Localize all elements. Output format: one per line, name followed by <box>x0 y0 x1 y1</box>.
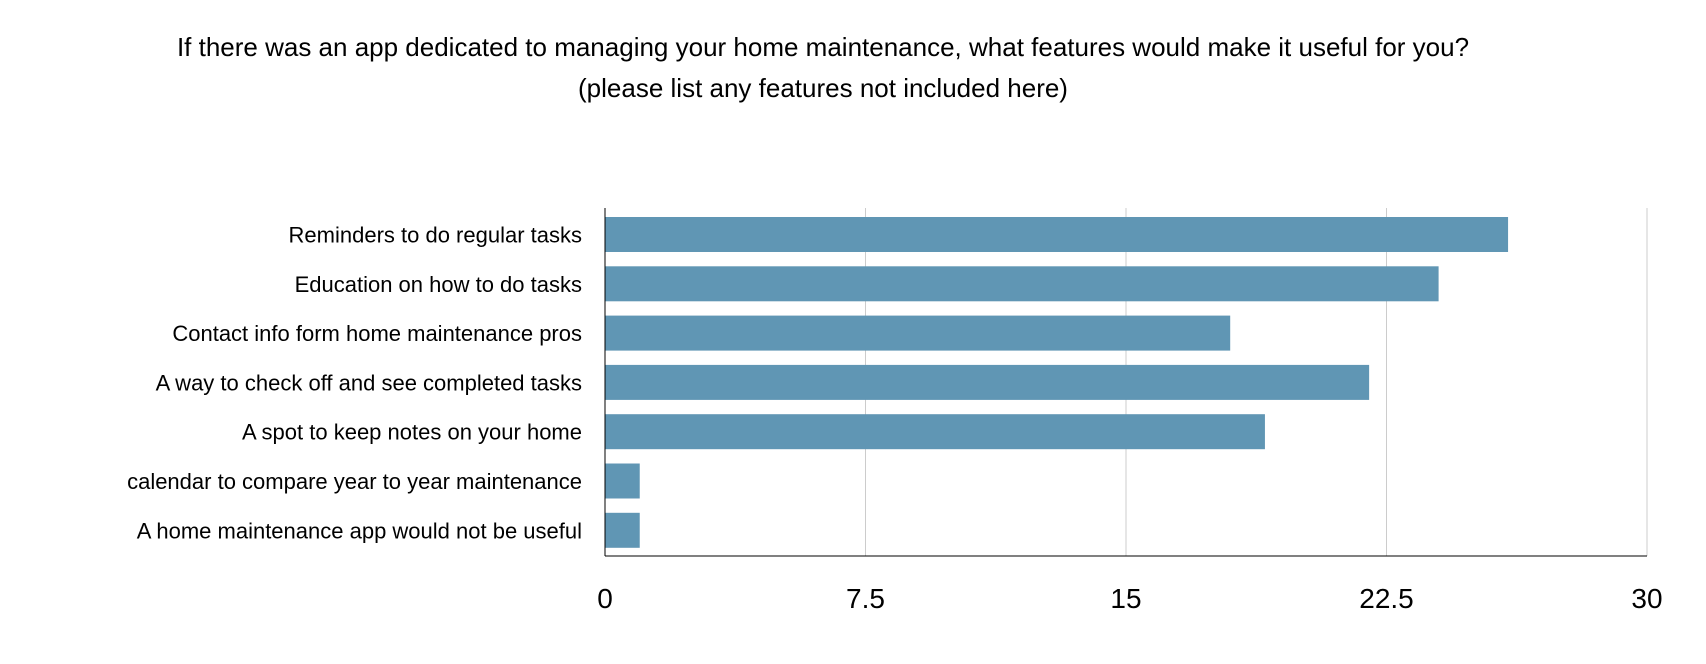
bar-7 <box>605 512 640 548</box>
bar-3 <box>605 315 1231 351</box>
bar-4 <box>605 364 1370 400</box>
category-label-6: calendar to compare year to year mainten… <box>127 469 582 494</box>
category-label-5: A spot to keep notes on your home <box>242 420 582 445</box>
chart-subtitle: (please list any features not included h… <box>578 73 1068 103</box>
bars <box>605 217 1509 548</box>
category-label-2: Education on how to do tasks <box>295 272 582 297</box>
bar-6 <box>605 463 640 499</box>
x-tick-label-2: 7.5 <box>846 583 885 614</box>
category-label-7: A home maintenance app would not be usef… <box>137 518 582 543</box>
category-labels: Reminders to do regular tasks Education o… <box>127 223 582 544</box>
axes <box>604 208 1647 557</box>
x-tick-label-3: 15 <box>1110 583 1141 614</box>
category-label-4: A way to check off and see completed tas… <box>156 370 582 395</box>
bar-5 <box>605 414 1265 450</box>
bar-2 <box>605 266 1439 302</box>
x-tick-label-4: 22.5 <box>1359 583 1414 614</box>
category-label-1: Reminders to do regular tasks <box>289 223 582 248</box>
bar-1 <box>605 217 1509 252</box>
category-label-3: Contact info form home maintenance pros <box>172 321 582 346</box>
chart-title: If there was an app dedicated to managin… <box>177 32 1469 62</box>
x-tick-label-5: 30 <box>1631 583 1662 614</box>
x-tick-label-1: 0 <box>597 583 613 614</box>
tick-labels: 0 7.5 15 22.5 30 <box>597 583 1662 614</box>
